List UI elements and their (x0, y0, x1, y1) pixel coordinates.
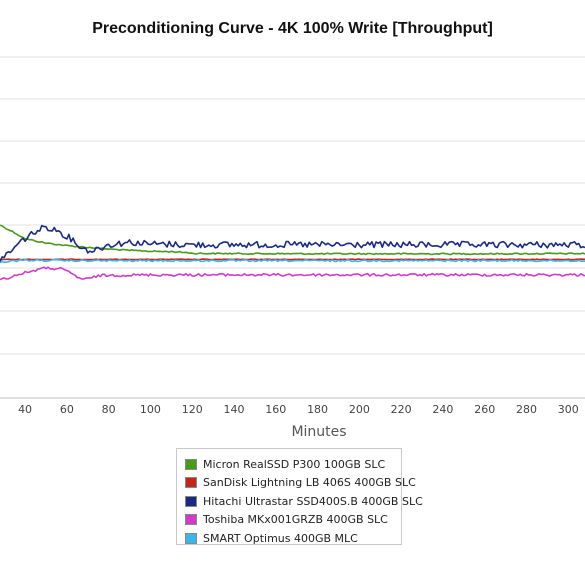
chart-title: Preconditioning Curve - 4K 100% Write [T… (92, 20, 493, 37)
legend-label: SMART Optimus 400GB MLC (203, 531, 358, 545)
x-tick-label: 240 (432, 403, 453, 416)
series-line (0, 258, 585, 261)
x-tick-label: 120 (182, 403, 203, 416)
x-tick-label: 40 (18, 403, 32, 416)
legend-swatch (185, 532, 197, 544)
legend-item: SMART Optimus 400GB MLC (185, 529, 401, 548)
legend: Micron RealSSD P300 100GB SLC SanDisk Lig… (176, 448, 423, 548)
x-tick-label: 220 (391, 403, 412, 416)
x-tick-label: 100 (140, 403, 161, 416)
x-tick-label: 300 (558, 403, 579, 416)
legend-label: SanDisk Lightning LB 406S 400GB SLC (203, 476, 416, 490)
line-chart: 40 60 80 100 120 140 160 180 200 220 240 260 280 300 … (0, 56, 585, 440)
series-lines (0, 224, 585, 281)
x-tick-label: 160 (265, 403, 286, 416)
series-line (0, 266, 585, 281)
grid-lines (0, 56, 585, 399)
x-tick-label: 180 (307, 403, 328, 416)
legend-label: Micron RealSSD P300 100GB SLC (203, 457, 386, 471)
series-line (0, 258, 585, 264)
legend-swatch (185, 495, 197, 507)
x-tick-label: 80 (102, 403, 116, 416)
x-axis-title: Minutes (291, 424, 346, 440)
x-tick-labels: 40 60 80 100 120 140 160 180 200 220 240 260 280 300 (18, 403, 579, 416)
x-tick-label: 280 (516, 403, 537, 416)
legend-label: Hitachi Ultrastar SSD400S.B 400GB SLC (203, 494, 423, 508)
legend-swatch (185, 514, 197, 526)
series-line (0, 224, 585, 256)
legend-item: SanDisk Lightning LB 406S 400GB SLC (185, 474, 416, 493)
legend-swatch (185, 477, 197, 489)
legend-swatch (185, 458, 197, 470)
legend-item: Micron RealSSD P300 100GB SLC (185, 455, 401, 474)
x-tick-label: 140 (224, 403, 245, 416)
x-tick-label: 200 (349, 403, 370, 416)
legend-item: Hitachi Ultrastar SSD400S.B 400GB SLC (185, 492, 423, 511)
legend-item: Toshiba MKx001GRZB 400GB SLC (185, 511, 401, 530)
legend-label: Toshiba MKx001GRZB 400GB SLC (203, 513, 388, 527)
x-tick-label: 260 (474, 403, 495, 416)
x-tick-label: 60 (60, 403, 74, 416)
series-line (0, 224, 585, 263)
